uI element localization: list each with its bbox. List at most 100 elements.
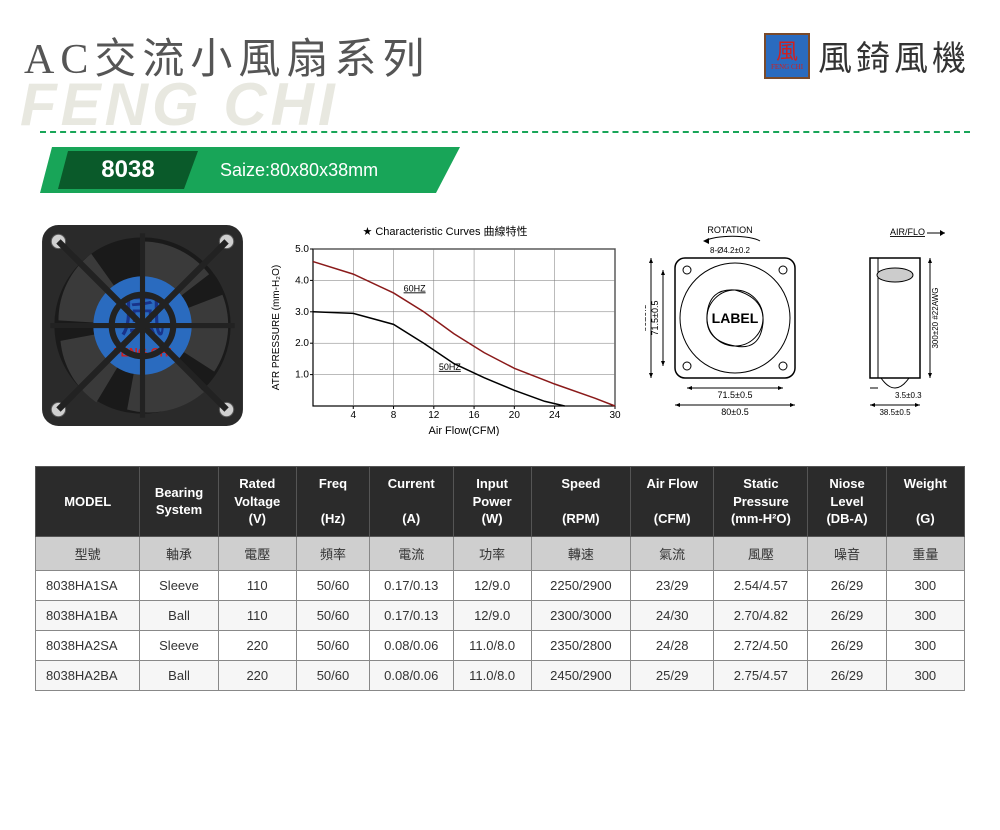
brand-sub: FENG CHI: [771, 63, 803, 71]
cell: 300: [886, 660, 964, 690]
svg-text:4.0: 4.0: [295, 275, 309, 286]
col-header-cn: 風壓: [714, 536, 808, 570]
brand-block: 風 FENG CHI 風錡風機: [764, 31, 970, 80]
table-header-en: MODELBearingSystemRatedVoltage(V)Freq(Hz…: [36, 467, 965, 537]
col-header-cn: 型號: [36, 536, 140, 570]
dim-depth-a: 3.5±0.3: [895, 391, 922, 400]
svg-text:16: 16: [469, 410, 481, 421]
svg-text:2.0: 2.0: [295, 338, 309, 349]
svg-text:24: 24: [549, 410, 561, 421]
table-body: 型號軸承電壓頻率電流功率轉速氣流風壓噪音重量8038HA1SASleeve110…: [36, 536, 965, 690]
cell: 0.17/0.13: [370, 600, 454, 630]
svg-text:5.0: 5.0: [295, 244, 309, 255]
cell: 300: [886, 570, 964, 600]
dim-rotation-label: ROTATION: [707, 225, 752, 235]
cell: 300: [886, 630, 964, 660]
model-banner: 8038 Saize:80x80x38mm: [40, 147, 1000, 193]
col-header: RatedVoltage(V): [218, 467, 296, 537]
fan-photo: 風 FENG CHI: [40, 223, 245, 428]
svg-text:8: 8: [391, 410, 397, 421]
brand-logo-icon: 風 FENG CHI: [764, 33, 810, 79]
svg-text:12: 12: [428, 410, 440, 421]
dim-h-inner: 71.5±0.5: [718, 390, 753, 400]
col-header-cn: 氣流: [630, 536, 714, 570]
cell: 11.0/8.0: [453, 660, 531, 690]
cell: 26/29: [808, 660, 886, 690]
col-header-cn: 電壓: [218, 536, 296, 570]
brand-glyph: 風: [776, 41, 798, 63]
table-row: 8038HA1BABall11050/600.17/0.1312/9.02300…: [36, 600, 965, 630]
cell: 50/60: [296, 570, 369, 600]
cell: 2.70/4.82: [714, 600, 808, 630]
table-header-cn: 型號軸承電壓頻率電流功率轉速氣流風壓噪音重量: [36, 536, 965, 570]
dim-label-text: LABEL: [712, 310, 759, 326]
cell: 24/30: [630, 600, 714, 630]
dim-v-outer: 80±0.5: [645, 304, 648, 331]
col-header: Air Flow(CFM): [630, 467, 714, 537]
banner-model: 8038: [58, 151, 198, 189]
svg-text:30: 30: [609, 410, 621, 421]
cell: 2.72/4.50: [714, 630, 808, 660]
cell: 2350/2800: [531, 630, 630, 660]
dim-depth-b: 38.5±0.5: [879, 408, 911, 417]
col-header: MODEL: [36, 467, 140, 537]
banner-size-label: Saize:80x80x38mm: [220, 147, 378, 193]
cell: Sleeve: [140, 630, 218, 660]
cell: 26/29: [808, 600, 886, 630]
cell: Ball: [140, 600, 218, 630]
cell: 12/9.0: [453, 570, 531, 600]
col-header-cn: 頻率: [296, 536, 369, 570]
dim-airflo-label: AIR/FLO: [890, 227, 925, 237]
col-header: NioseLevel(DB-A): [808, 467, 886, 537]
svg-text:Air Flow(CFM): Air Flow(CFM): [429, 425, 500, 436]
cell: 26/29: [808, 630, 886, 660]
brand-name: 風錡風機: [818, 31, 970, 80]
svg-text:ATR PRESSURE (mm-H₂O): ATR PRESSURE (mm-H₂O): [271, 265, 282, 390]
cell: 24/28: [630, 630, 714, 660]
cell: 2.75/4.57: [714, 660, 808, 690]
col-header: InputPower(W): [453, 467, 531, 537]
svg-text:4: 4: [350, 410, 356, 421]
svg-text:50HZ: 50HZ: [439, 362, 462, 372]
svg-text:1.0: 1.0: [295, 370, 309, 381]
dim-hole-label: 8-Ø4.2±0.2: [710, 246, 751, 255]
col-header: StaticPressure(mm-H²O): [714, 467, 808, 537]
cell: 0.08/0.06: [370, 660, 454, 690]
characteristic-chart: ★ Characteristic Curves 曲線特性 1.0 2.0 3.0 4.…: [265, 223, 625, 441]
col-header-cn: 電流: [370, 536, 454, 570]
cell: 220: [218, 630, 296, 660]
cell: Sleeve: [140, 570, 218, 600]
cell: 12/9.0: [453, 600, 531, 630]
cell: 300: [886, 600, 964, 630]
cell: 2.54/4.57: [714, 570, 808, 600]
cell: 8038HA1BA: [36, 600, 140, 630]
page-title: AC交流小風扇系列: [24, 25, 430, 86]
cell: 8038HA1SA: [36, 570, 140, 600]
chart-title: ★ Characteristic Curves 曲線特性: [265, 223, 625, 239]
col-header: Weight(G): [886, 467, 964, 537]
table-row: 8038HA2BABall22050/600.08/0.0611.0/8.024…: [36, 660, 965, 690]
cell: 220: [218, 660, 296, 690]
col-header-cn: 噪音: [808, 536, 886, 570]
dimension-drawing: ROTATION 8-Ø4.2±0.2 LABEL 71.5±0.5: [645, 223, 955, 433]
page-header: AC交流小風扇系列 風 FENG CHI 風錡風機: [0, 0, 1000, 96]
cell: 0.08/0.06: [370, 630, 454, 660]
col-header: Speed(RPM): [531, 467, 630, 537]
table-row: 8038HA2SASleeve22050/600.08/0.0611.0/8.0…: [36, 630, 965, 660]
cell: 23/29: [630, 570, 714, 600]
cell: 50/60: [296, 630, 369, 660]
spec-table: MODELBearingSystemRatedVoltage(V)Freq(Hz…: [35, 466, 965, 691]
figure-row: 風 FENG CHI ★ Characteristic Curves 曲線特性 …: [40, 223, 970, 441]
dim-h-outer: 80±0.5: [721, 407, 748, 417]
svg-text:60HZ: 60HZ: [404, 283, 427, 293]
svg-text:3.0: 3.0: [295, 307, 309, 318]
dim-wire-label: 300±20 #22AWG: [931, 287, 940, 348]
col-header-cn: 軸承: [140, 536, 218, 570]
cell: 110: [218, 570, 296, 600]
col-header: Freq(Hz): [296, 467, 369, 537]
col-header-cn: 轉速: [531, 536, 630, 570]
chart-canvas: 1.02.03.04.05.048121620243060HZ50HZAir F…: [265, 241, 625, 436]
cell: 2300/3000: [531, 600, 630, 630]
cell: 110: [218, 600, 296, 630]
cell: 11.0/8.0: [453, 630, 531, 660]
